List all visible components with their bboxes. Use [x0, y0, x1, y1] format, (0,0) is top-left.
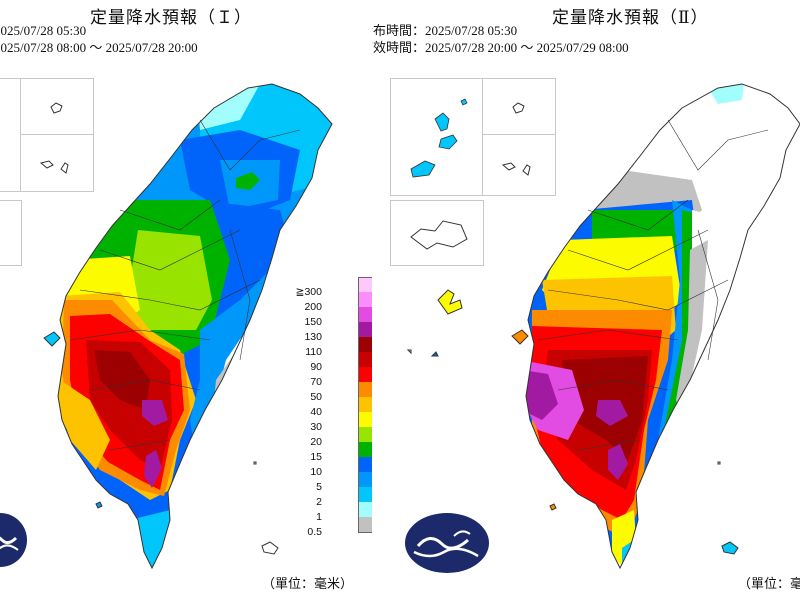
inset-island-shape	[512, 102, 525, 114]
legend-swatch	[358, 367, 372, 382]
inset-island-shape	[39, 160, 69, 174]
legend-label: 5	[316, 481, 322, 493]
legend-swatch	[358, 412, 372, 427]
rainfall-map	[43, 83, 333, 570]
legend-label: 50	[310, 391, 322, 403]
legend-label: 110	[305, 346, 322, 358]
legend-swatch	[358, 397, 372, 412]
inset-island-shape	[501, 162, 531, 176]
issue-time: 2025/07/28 05:30	[0, 23, 87, 38]
panel-header: 2025/07/28 05:30 2025/07/28 08:00 ～ 2025…	[0, 22, 198, 56]
inset-box	[0, 200, 22, 266]
legend-swatch	[358, 292, 372, 307]
legend-swatch	[358, 442, 372, 457]
legend-swatch	[358, 277, 372, 293]
legend-swatch	[358, 487, 372, 502]
legend-label: 70	[310, 376, 322, 388]
inset-box	[390, 200, 484, 266]
panel-title: 定量降水預報（Ⅱ）	[552, 8, 709, 28]
panel-title: 定量降水預報（Ｉ）	[90, 8, 252, 28]
offshore-islands	[43, 331, 279, 555]
inset-box	[20, 134, 94, 192]
county-boundaries	[69, 119, 301, 451]
legend-label: 0.5	[307, 526, 322, 538]
legend-label: 10	[310, 466, 322, 478]
legend-swatch	[358, 517, 372, 533]
valid-time: 2025/07/28 08:00 ～ 2025/07/28 20:00	[0, 40, 198, 55]
inset-box	[20, 78, 94, 136]
legend-label: 90	[310, 361, 322, 373]
legend-swatch	[358, 427, 372, 442]
qpf-panel-1: 定量降水預報（Ｉ） 2025/07/28 05:30 2025/07/28 08…	[0, 0, 372, 600]
issue-time: 發布時間：2025/07/28 05:30	[372, 23, 518, 38]
offshore-islands	[406, 289, 739, 555]
legend-swatch	[358, 502, 372, 517]
legend-label: 130	[304, 331, 322, 343]
legend-swatch	[358, 352, 372, 367]
legend-swatch	[358, 472, 372, 487]
legend-label: 2	[316, 496, 322, 508]
legend-label: 40	[310, 406, 322, 418]
legend-label: ≧300	[295, 286, 322, 298]
inset-box	[482, 78, 556, 136]
unit-label: （單位：毫	[738, 576, 800, 591]
legend-label: 15	[310, 451, 322, 463]
legend-label: 30	[310, 421, 322, 433]
legend-label: 20	[310, 436, 322, 448]
inset-box	[482, 134, 556, 196]
qpf-panel-2: 定量降水預報（Ⅱ） 發布時間：2025/07/28 05:30 有效時間：202…	[372, 0, 800, 600]
panel-header: 發布時間：2025/07/28 05:30 有效時間：2025/07/28 20…	[372, 22, 629, 56]
legend-swatch	[358, 307, 372, 322]
rainfall-map	[406, 83, 800, 570]
legend-label: 200	[304, 301, 322, 313]
legend-swatch	[358, 322, 372, 337]
legend-swatch	[358, 457, 372, 472]
legend-swatch	[358, 382, 372, 397]
kinmen-inset-shape	[410, 220, 468, 250]
legend-swatch	[358, 337, 372, 352]
cwa-logo-icon	[404, 512, 490, 574]
unit-label: （單位：毫米）	[262, 576, 354, 591]
inset-island-shape	[50, 102, 63, 114]
penghu-inset-shape	[410, 98, 468, 178]
legend-label: 1	[316, 511, 322, 523]
county-boundaries	[537, 119, 769, 451]
inset-box	[390, 78, 484, 196]
cwa-logo-icon	[0, 512, 28, 568]
legend-label: 150	[304, 316, 322, 328]
valid-time: 有效時間：2025/07/28 20:00 ～ 2025/07/29 08:00	[372, 40, 629, 55]
